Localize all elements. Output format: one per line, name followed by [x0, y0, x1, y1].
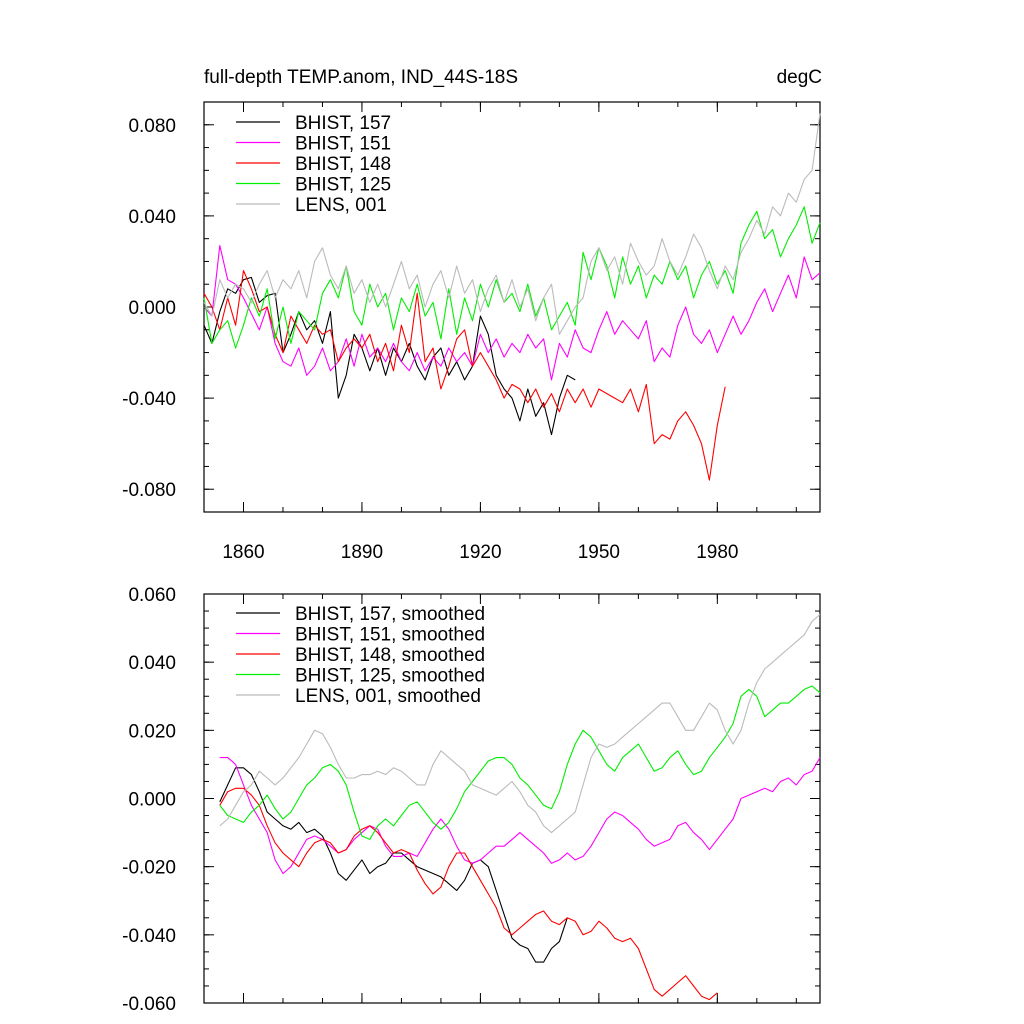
bottom-y-tick-label: 0.040	[128, 653, 176, 674]
top-series-line-0	[203, 276, 576, 436]
top-x-tick-label: 1980	[696, 542, 738, 563]
top-y-tick-label: 0.000	[128, 298, 176, 319]
bottom-series-line-2	[219, 787, 718, 1001]
top-panel: full-depth TEMP.anom, IND_44S-18S degC 0…	[122, 67, 822, 563]
bottom-series-line-4	[219, 614, 821, 834]
top-legend-label: BHIST, 157	[295, 113, 391, 134]
bottom-y-tick-label: -0.020	[122, 858, 176, 879]
top-series-line-3	[203, 206, 821, 349]
bottom-panel: 0.060 0.040 0.020 0.000 -0.020 -0.040 -0.060 BH…	[122, 585, 821, 1015]
bottom-y-tick-label: -0.040	[122, 926, 176, 947]
top-x-tick-label: 1920	[459, 542, 501, 563]
top-x-tick-label: 1860	[222, 542, 264, 563]
bottom-legend-label: BHIST, 148, smoothed	[295, 645, 485, 666]
top-x-tick-label: 1950	[578, 542, 620, 563]
bottom-y-tick-label: 0.000	[128, 790, 176, 811]
top-series-line-1	[203, 244, 821, 381]
top-y-tick-label: 0.080	[128, 116, 176, 137]
top-y-tick-label: 0.040	[128, 207, 176, 228]
bottom-legend-label: BHIST, 125, smoothed	[295, 666, 485, 687]
bottom-legend-label: BHIST, 157, smoothed	[295, 604, 485, 625]
top-y-tick-label: -0.040	[122, 389, 176, 410]
bottom-series-line-0	[219, 767, 568, 963]
top-legend-label: BHIST, 148	[295, 154, 391, 175]
top-legend-label: BHIST, 125	[295, 175, 391, 196]
bottom-y-tick-label: 0.020	[128, 721, 176, 742]
bottom-legend-label: LENS, 001, smoothed	[295, 686, 481, 707]
top-y-tick-label: -0.080	[122, 480, 176, 501]
top-series-line-4	[203, 113, 821, 335]
top-panel-units: degC	[777, 67, 822, 88]
top-panel-title: full-depth TEMP.anom, IND_44S-18S	[204, 67, 518, 88]
bottom-y-tick-label: -0.060	[122, 994, 176, 1015]
top-series-line-2	[203, 270, 726, 481]
bottom-series-line-1	[219, 757, 821, 875]
top-legend-label: BHIST, 151	[295, 134, 391, 155]
top-x-tick-label: 1890	[341, 542, 383, 563]
bottom-series-line-3	[219, 685, 821, 840]
top-legend-label: LENS, 001	[295, 195, 387, 216]
bottom-y-tick-label: 0.060	[128, 585, 176, 606]
bottom-legend-label: BHIST, 151, smoothed	[295, 625, 485, 646]
